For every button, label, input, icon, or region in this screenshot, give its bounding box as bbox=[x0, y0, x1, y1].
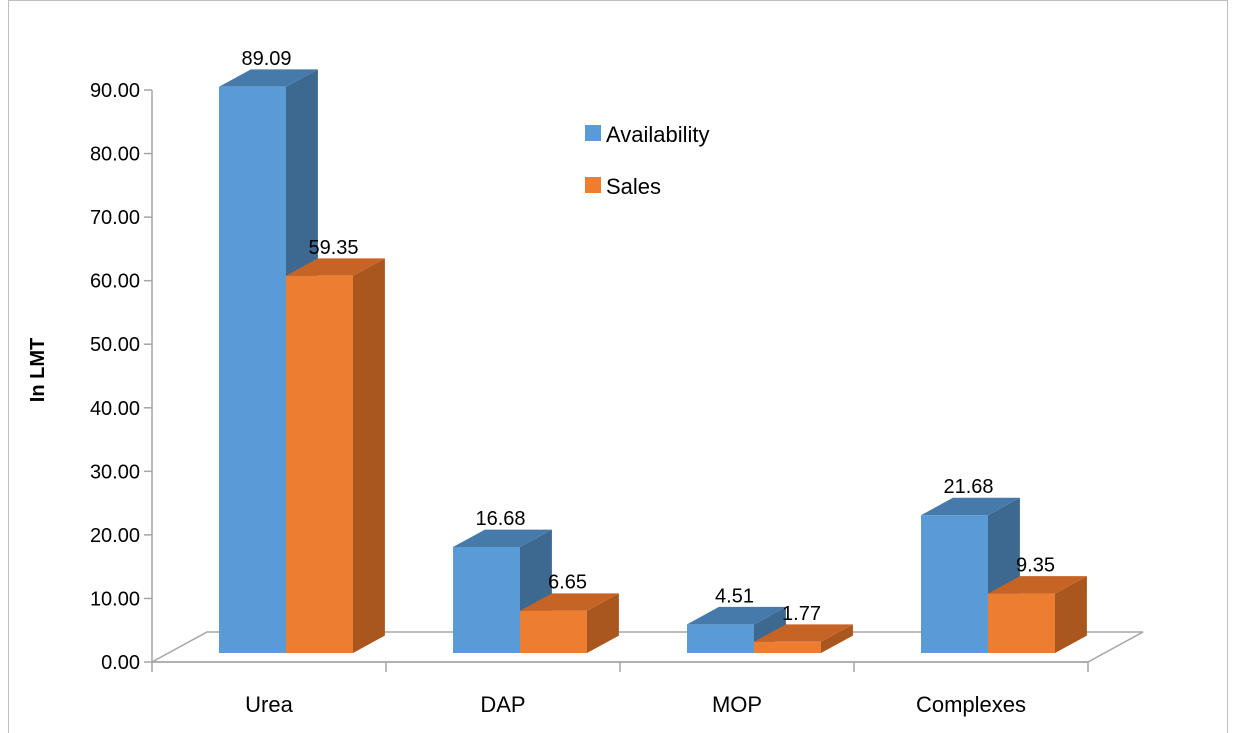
data-label: 6.65 bbox=[548, 572, 587, 594]
y-tick-label: 0.00 bbox=[101, 652, 140, 674]
y-tick-label: 80.00 bbox=[90, 144, 140, 166]
y-tick-label: 10.00 bbox=[90, 588, 140, 610]
y-tick-label: 90.00 bbox=[90, 80, 140, 102]
bar-sales-dap bbox=[520, 610, 587, 653]
y-tick-label: 60.00 bbox=[90, 271, 140, 293]
legend-label-availability: Availability bbox=[606, 122, 710, 147]
floor-plane bbox=[151, 631, 1144, 663]
data-label: 21.68 bbox=[943, 476, 993, 498]
y-tick-label: 20.00 bbox=[90, 525, 140, 547]
legend-swatch-availability bbox=[585, 125, 601, 141]
bar-top bbox=[754, 624, 853, 642]
y-tick-label: 70.00 bbox=[90, 207, 140, 229]
y-tick-label: 40.00 bbox=[90, 398, 140, 420]
chart-frame bbox=[8, 0, 1228, 733]
bar-side bbox=[587, 593, 619, 653]
bar-side bbox=[821, 624, 853, 653]
bar-top bbox=[687, 606, 786, 625]
y-tick-label: 50.00 bbox=[90, 334, 140, 356]
data-label: 1.77 bbox=[782, 603, 821, 625]
bar-top bbox=[453, 529, 552, 547]
data-label: 9.35 bbox=[1016, 555, 1055, 577]
bar-availability-dap bbox=[453, 546, 520, 653]
bar-top bbox=[988, 576, 1087, 594]
bar-sales-mop bbox=[754, 641, 821, 653]
bar-top bbox=[921, 497, 1020, 516]
bar-top bbox=[286, 258, 385, 276]
y-tick-label: 30.00 bbox=[90, 461, 140, 483]
bar-sales-complexes bbox=[988, 593, 1055, 653]
bar-availability-urea bbox=[219, 86, 286, 653]
bars-layer bbox=[219, 69, 1087, 654]
bar-side bbox=[353, 258, 385, 653]
y-axis-title: In LMT bbox=[27, 338, 49, 402]
bar-top bbox=[219, 69, 318, 87]
bar-sales-urea bbox=[286, 275, 353, 653]
legend: Availability Sales bbox=[585, 122, 710, 199]
bar-availability-complexes bbox=[921, 515, 988, 653]
data-label: 89.09 bbox=[241, 48, 291, 70]
data-label: 4.51 bbox=[715, 585, 754, 607]
data-label: 59.35 bbox=[308, 237, 358, 259]
labels-layer: Urea DAP MOP Complexes 89.09 59.35 16.68 6.65 4.… bbox=[241, 48, 1055, 717]
bar-availability-mop bbox=[687, 624, 754, 653]
x-category-label: MOP bbox=[712, 692, 762, 717]
bar-side bbox=[1055, 576, 1087, 653]
chart-floor bbox=[151, 631, 1144, 663]
legend-label-sales: Sales bbox=[606, 174, 661, 199]
x-category-label: DAP bbox=[480, 692, 525, 717]
legend-swatch-sales bbox=[585, 177, 601, 193]
x-category-label: Complexes bbox=[916, 692, 1026, 717]
bar-top bbox=[520, 593, 619, 611]
x-category-label: Urea bbox=[245, 692, 293, 717]
data-label: 16.68 bbox=[475, 508, 525, 530]
